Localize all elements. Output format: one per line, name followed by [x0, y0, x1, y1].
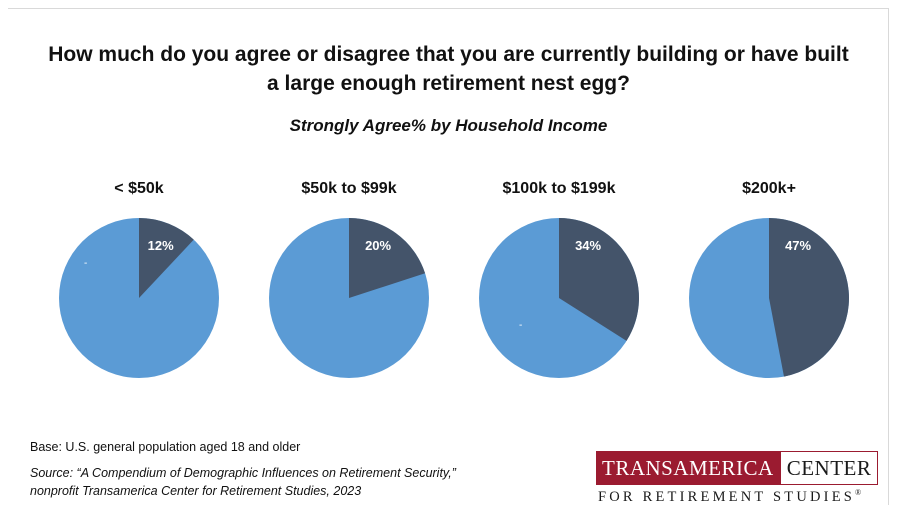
pie-group: $200k+ 47% — [669, 180, 869, 390]
logo-word-transamerica: TRANSAMERICA — [596, 451, 780, 485]
pie-chart: 12% - — [59, 218, 219, 378]
pie-value-label: 34% — [575, 238, 601, 253]
pie-stray-mark: - — [84, 258, 87, 269]
chart-subtitle: Strongly Agree% by Household Income — [289, 116, 608, 135]
pie-slice-strongly-agree — [559, 218, 639, 341]
pie-group: < $50k 12% - — [39, 180, 239, 390]
pie-stray-mark: - — [519, 320, 522, 331]
pie-chart: 34% - — [479, 218, 639, 378]
source-note: Source: “A Compendium of Demographic Inf… — [30, 464, 456, 500]
pie-group: $50k to $99k 20% — [249, 180, 449, 390]
chart-title-line-2: a large enough retirement nest egg? — [267, 72, 630, 95]
pie-group: $100k to $199k 34% - — [459, 180, 659, 390]
source-line-2: nonprofit Transamerica Center for Retire… — [30, 484, 362, 498]
pie-slice-strongly-agree — [349, 218, 426, 298]
pie-slice-strongly-agree — [139, 218, 194, 298]
pie-chart: 47% — [689, 218, 849, 378]
base-note: Base: U.S. general population aged 18 an… — [30, 440, 301, 454]
chart-title-line-1: How much do you agree or disagree that y… — [48, 43, 849, 66]
transamerica-logo: TRANSAMERICA CENTER FOR RETIREMENT STUDI… — [596, 451, 892, 507]
source-line-1: Source: “A Compendium of Demographic Inf… — [30, 466, 456, 480]
chart-frame — [8, 8, 889, 505]
pie-category-label: $200k+ — [742, 180, 796, 197]
registered-mark: ® — [855, 488, 862, 497]
pie-category-label: < $50k — [114, 180, 164, 197]
logo-tagline-text: FOR RETIREMENT STUDIES — [598, 488, 856, 505]
pie-value-label: 47% — [785, 238, 811, 253]
pie-chart: 20% — [269, 218, 429, 378]
pie-value-label: 12% — [148, 238, 174, 253]
pie-value-label: 20% — [365, 238, 391, 253]
pie-category-label: $50k to $99k — [301, 180, 397, 197]
pie-slice-strongly-agree — [769, 218, 849, 377]
logo-tagline: FOR RETIREMENT STUDIES® — [598, 488, 861, 506]
pie-category-label: $100k to $199k — [502, 180, 616, 197]
logo-wordmark: TRANSAMERICA CENTER — [596, 451, 879, 485]
chart-title: How much do you agree or disagree that y… — [0, 40, 897, 98]
logo-word-center: CENTER — [779, 451, 879, 485]
